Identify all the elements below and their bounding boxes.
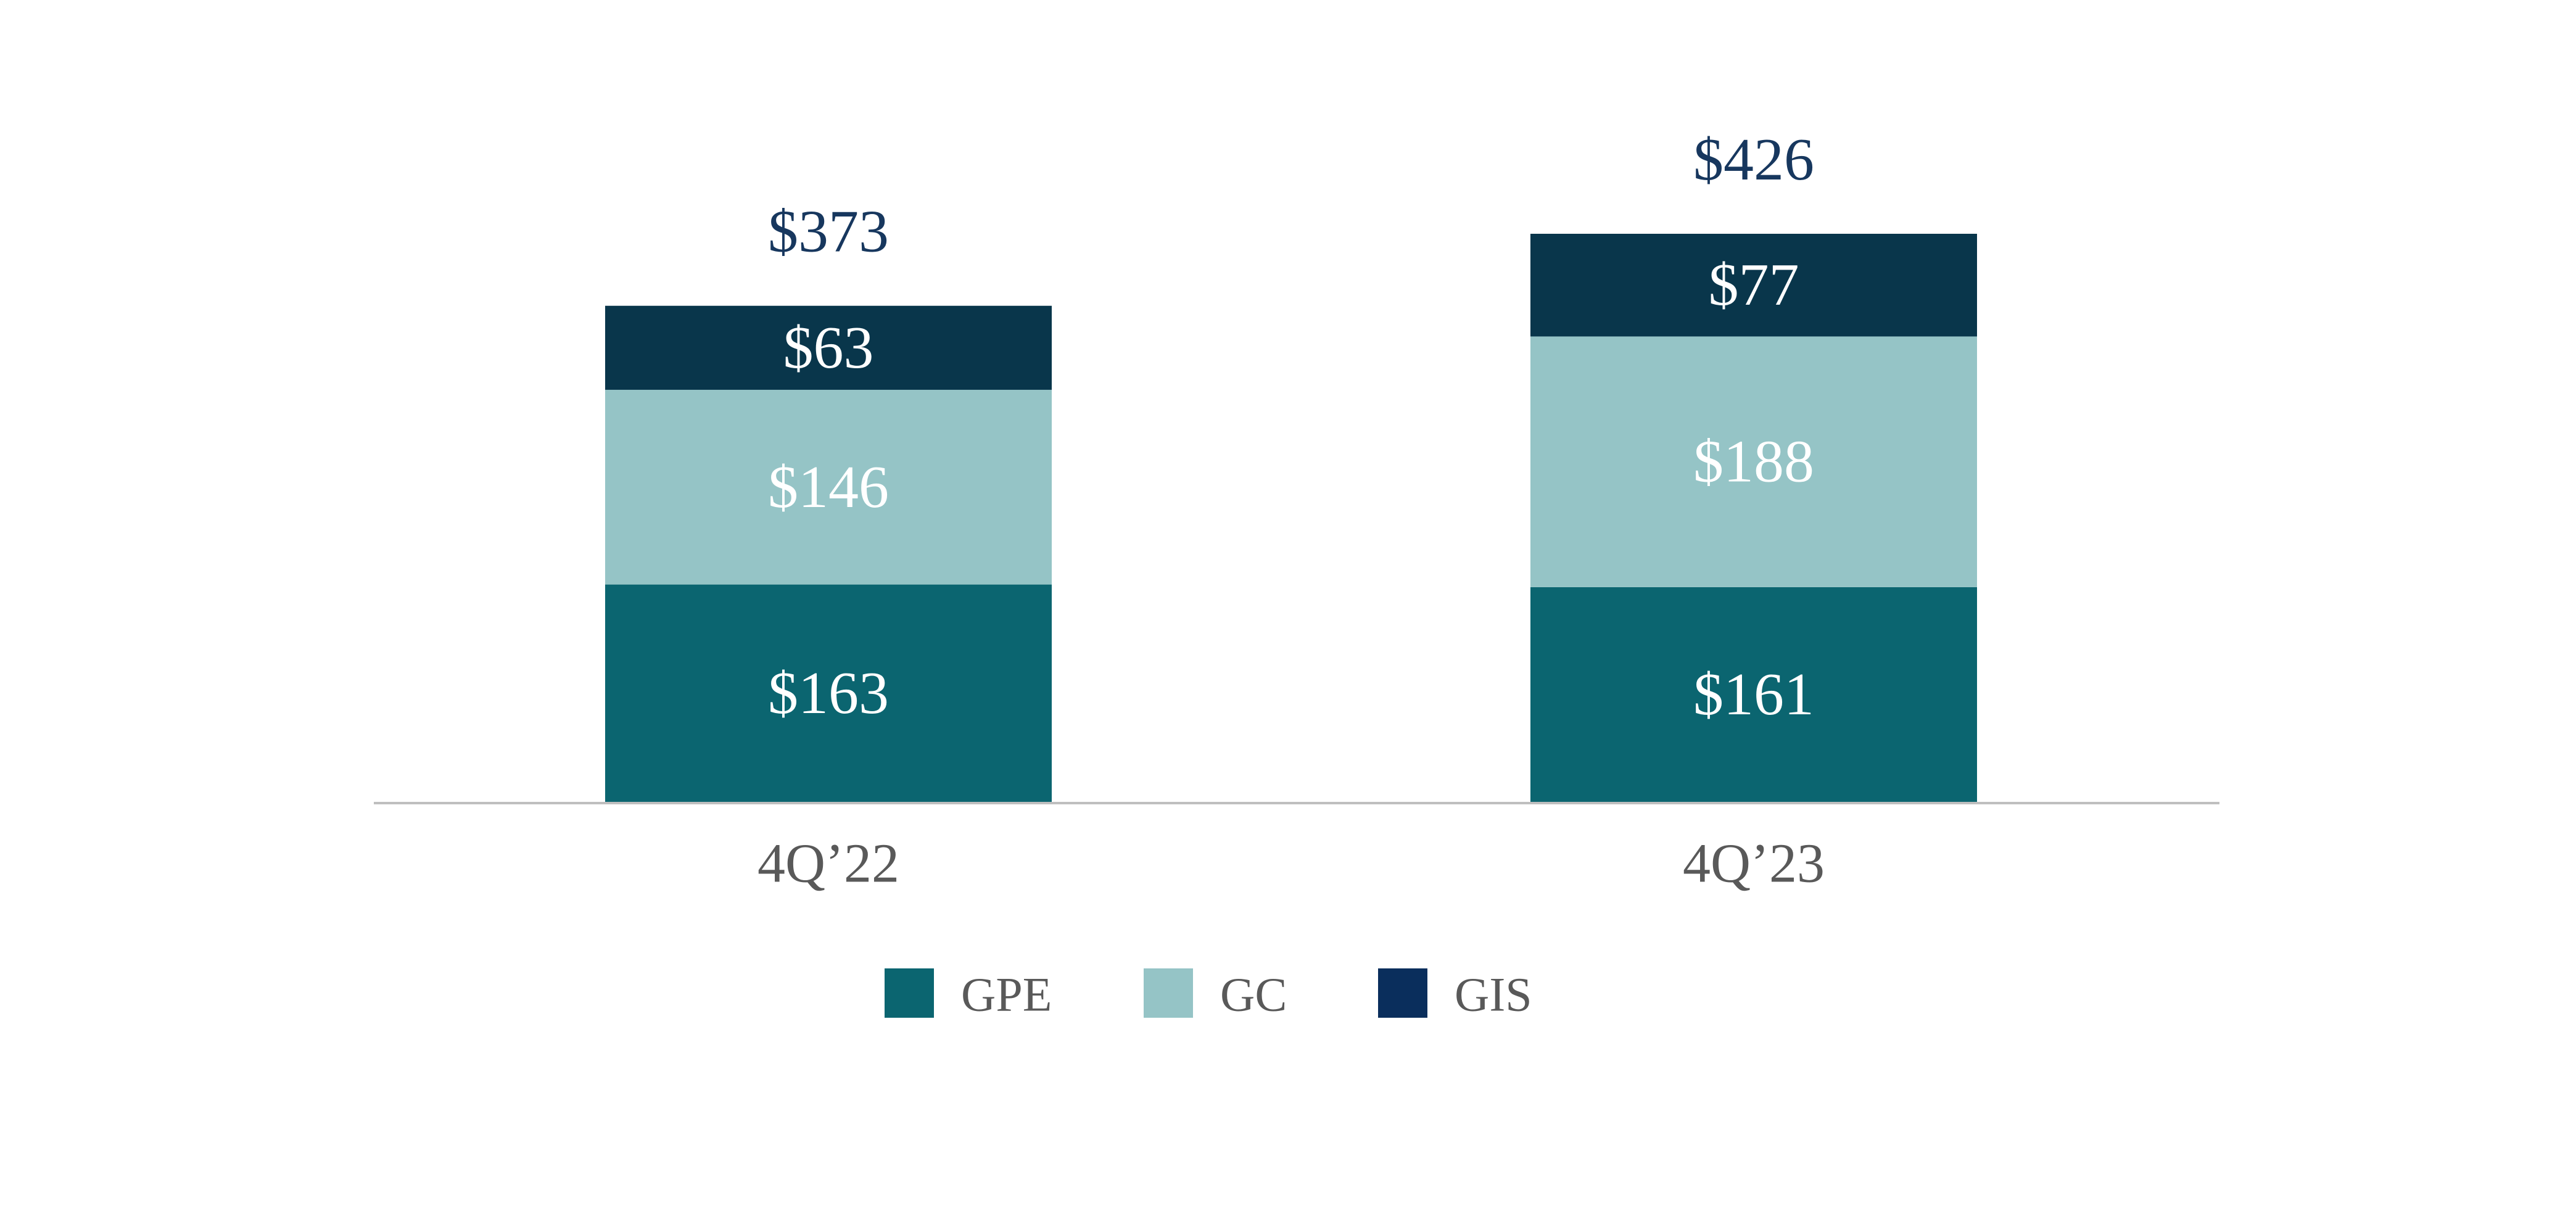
bar-segment-gis-2 <box>1530 234 1977 337</box>
legend-swatch-gpe <box>885 968 934 1018</box>
bar-segment-gc-1 <box>605 389 1052 585</box>
x-tick-label-1: 4Q’22 <box>758 833 899 894</box>
legend-label-gpe: GPE <box>961 968 1052 1021</box>
bar-segment-gis-1 <box>605 305 1052 390</box>
legend-label-gc: GC <box>1220 968 1287 1021</box>
bar-value-label-gis-2: $77 <box>1709 252 1799 318</box>
bars-layer <box>605 234 1977 802</box>
bar-value-label-gc-1: $146 <box>768 454 889 521</box>
legend-label-gis: GIS <box>1455 968 1532 1021</box>
legend-swatch-gc <box>1144 968 1193 1018</box>
bar-value-label-gis-1: $63 <box>783 315 874 381</box>
x-tick-labels-layer: 4Q’22 4Q’23 <box>758 833 1825 894</box>
bar-value-label-gpe-2: $161 <box>1693 661 1814 728</box>
legend-swatch-gis <box>1378 968 1427 1018</box>
x-tick-label-2: 4Q’23 <box>1683 833 1825 894</box>
value-labels-layer: $163 $146 $63 $373 $161 $188 $77 $426 <box>768 126 1814 728</box>
total-label-1: $373 <box>768 199 889 265</box>
bar-segment-gpe-2 <box>1530 587 1977 802</box>
total-label-2: $426 <box>1693 126 1814 193</box>
bar-segment-gc-2 <box>1530 336 1977 587</box>
legend: GPE GC GIS <box>885 968 1532 1021</box>
bar-value-label-gpe-1: $163 <box>768 660 889 727</box>
bar-segment-gpe-1 <box>605 584 1052 802</box>
bar-value-label-gc-2: $188 <box>1693 429 1814 495</box>
